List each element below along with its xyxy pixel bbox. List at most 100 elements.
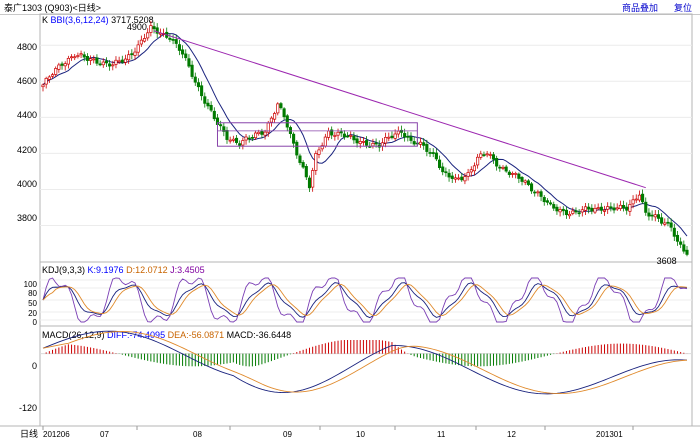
macd-dea-value: DEA:-56.0871 [167,330,225,340]
candle-body [146,32,150,39]
x-axis-period: 日线 [20,428,38,439]
candle-body [428,152,432,154]
candle-body [663,222,667,225]
candle-body [73,56,77,59]
candle-body [50,74,55,77]
candle-body [590,207,594,212]
candle-body [238,143,242,146]
kdj-j-line [42,277,688,323]
candle-body [212,110,216,120]
candle-body [457,177,461,180]
candle-body [339,131,343,134]
candle-body [593,208,597,213]
candle-body [44,77,48,85]
chart-title: 泰广1303 (Q903)<日线> [4,3,102,13]
kdj-tick-50: 50 [28,299,37,308]
candle-body [669,222,673,228]
candle-body [396,130,400,135]
candle-body [510,173,515,175]
candle-body [114,59,118,65]
price-tick-4200: 4200 [17,145,37,155]
candle-body [438,159,442,169]
candle-body [95,57,99,64]
reset-button[interactable]: 复位 [673,3,692,13]
candle-body [406,135,410,138]
candle-body [622,204,626,209]
candle-body [647,212,651,217]
candle-body [374,142,378,145]
price-tick-4600: 4600 [17,76,37,86]
candle-body [155,27,159,34]
candle-body [463,176,467,182]
candle-body [241,140,245,146]
candle-body [485,153,489,156]
candle-body [539,191,543,197]
candle-body [333,135,337,137]
overlay-commodity-button[interactable]: 商品叠加 [621,3,658,13]
candle-body [307,177,312,189]
x-tick-12: 12 [507,430,516,439]
candle-body [184,53,188,59]
candle-body [599,206,603,211]
candle-body [206,102,210,107]
candle-body [111,64,115,67]
candle-body [361,141,365,143]
candle-body [108,63,112,67]
candle-body [177,44,181,51]
candle-body [228,139,232,142]
candle-body [450,175,454,179]
candle-body [666,221,670,224]
candle-body [358,141,362,144]
candle-body [549,202,553,205]
macd-tick-neg120: -120 [19,403,37,413]
moving-average-layer [42,33,688,237]
candle-body [279,103,283,109]
candle-body [504,166,508,172]
k-line-label: K [42,15,49,25]
candle-body [254,132,258,139]
candle-body [355,138,359,144]
candle-body [225,130,229,140]
candle-body [650,214,654,217]
candle-body [98,63,102,66]
candle-body [561,208,565,212]
macd-layer [42,330,688,395]
candle-body [282,108,286,118]
candle-body [219,124,223,127]
macd-diff-line [42,330,688,395]
candle-body [488,154,492,156]
macd-value: MACD:-36.6448 [226,330,292,340]
candle-body [203,96,207,104]
candle-body [479,153,483,158]
candle-body [295,141,299,156]
high-annotation: 4900 [127,22,147,32]
candle-body [123,58,128,63]
candle-body [263,131,267,136]
candle-body [523,180,527,183]
macd-label: MACD(26,12,9) [42,330,105,340]
candle-body [101,61,105,66]
x-tick-07: 07 [100,430,109,439]
macd-dea-line [42,331,688,394]
candle-body [133,51,137,56]
candle-body [346,135,350,138]
candle-body [257,131,261,135]
candle-body [320,145,324,150]
kdj-legend: KDJ(9,3,3) K:9.1976 D:12.0712 J:3.4505 [42,265,205,275]
candle-body [482,154,486,156]
candle-body [682,244,686,252]
candle-body [149,25,153,33]
candle-body [453,177,457,180]
candle-body [181,49,185,55]
x-tick-09: 09 [283,430,292,439]
candle-body [244,136,248,141]
candle-body [298,155,302,163]
candle-body [390,135,394,138]
x-tick-201301: 201301 [596,430,623,439]
kdj-tick-20: 20 [28,309,37,318]
candle-body [656,214,660,219]
candle-body [580,209,584,213]
candle-body [54,68,58,75]
candle-body [568,213,572,217]
